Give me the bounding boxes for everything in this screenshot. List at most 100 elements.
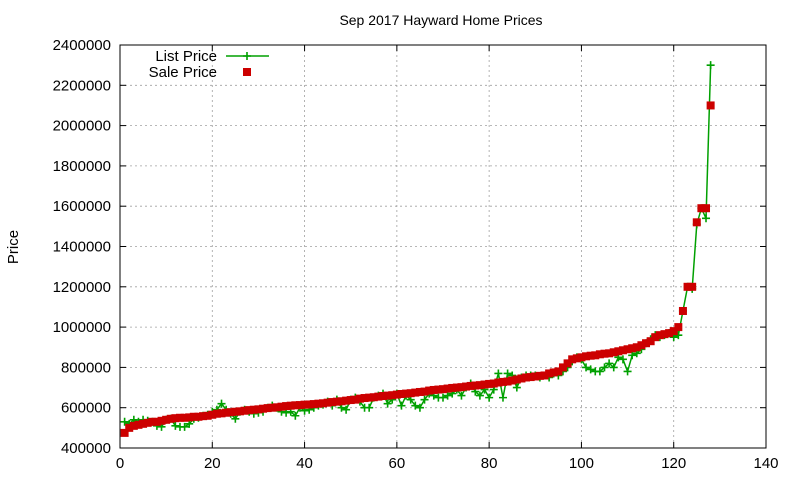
legend-marker-sale-price [243, 68, 251, 76]
sale-price-point [342, 396, 351, 405]
list-price-point [231, 414, 240, 423]
sale-price-point [208, 410, 217, 419]
sale-price-point [254, 405, 263, 414]
sale-price-point [420, 387, 429, 396]
sale-price-point [222, 408, 231, 417]
sale-price-point [411, 388, 420, 397]
sale-price-point [600, 349, 609, 358]
y-tick-label: 1000000 [53, 319, 111, 336]
sale-price-point [494, 378, 503, 387]
list-price-point [457, 391, 466, 400]
list-price-point [582, 363, 591, 372]
sale-price-point [240, 406, 249, 415]
sale-price-point [397, 389, 406, 398]
sale-price-point [392, 390, 401, 399]
x-tick-label: 40 [296, 455, 313, 472]
sale-price-point [189, 412, 198, 421]
sale-price-point [678, 306, 687, 315]
list-price-point [365, 403, 374, 412]
sale-price-point [125, 423, 134, 432]
list-price-point [475, 391, 484, 400]
sale-price-point [439, 385, 447, 394]
list-price-point [397, 401, 406, 410]
sale-price-point [623, 345, 632, 354]
sale-price-point [263, 404, 272, 413]
list-price-point [342, 405, 351, 414]
sale-price-point [212, 409, 221, 418]
axis-ticks: 0 20 40 60 80 100 120 140 400000 600000 800000 1000… [53, 37, 779, 472]
y-tick-label: 1200000 [53, 279, 111, 296]
sale-price-point [148, 417, 157, 426]
y-tick-label: 400000 [61, 440, 111, 457]
sale-price-point [549, 368, 558, 377]
sale-price-point [466, 381, 475, 390]
sale-price-point [323, 398, 332, 407]
sale-price-point [332, 397, 341, 406]
y-axis-label: Price [5, 230, 22, 264]
sale-price-point [360, 394, 369, 403]
sale-price-point [139, 419, 148, 428]
list-price-point [605, 359, 614, 368]
list-price-point [702, 214, 711, 223]
sale-price-point [300, 400, 309, 409]
x-tick-label: 140 [753, 455, 778, 472]
y-tick-label: 1600000 [53, 198, 111, 215]
sale-price-point [217, 409, 226, 418]
chart-title: Sep 2017 Hayward Home Prices [339, 12, 542, 28]
sale-price-point [669, 327, 678, 336]
list-price-point [485, 393, 494, 402]
sale-price-point [535, 371, 544, 380]
sale-price-point [351, 395, 360, 404]
x-tick-label: 60 [389, 455, 406, 472]
sale-price-point [618, 346, 627, 355]
sale-price-point [180, 413, 189, 422]
sale-price-point [706, 101, 715, 110]
sale-price-point [475, 381, 484, 390]
sale-price-point [609, 348, 618, 357]
sale-price-point [272, 403, 281, 412]
sale-price-point [531, 372, 540, 381]
sale-price-point [651, 333, 660, 342]
sale-price-point [282, 402, 291, 411]
list-price-point [443, 391, 452, 400]
y-tick-label: 600000 [61, 400, 111, 417]
sale-price-point [162, 415, 171, 424]
legend-label-list-price: List Price [155, 48, 217, 65]
legend-marker-list-price [243, 52, 251, 60]
list-price-point [217, 399, 226, 408]
sale-price-point [166, 414, 175, 423]
sale-price-point [337, 397, 346, 406]
sale-price-point [286, 401, 295, 410]
sale-price-point [443, 384, 452, 393]
list-price-point [120, 417, 129, 426]
sale-price-point [425, 386, 434, 395]
sale-price-point [171, 414, 180, 423]
sale-price-point [702, 204, 711, 213]
x-tick-label: 120 [661, 455, 686, 472]
sale-price-point [291, 401, 300, 410]
sale-price-point [568, 355, 577, 364]
sale-price-point [415, 387, 424, 396]
sale-price-point [595, 350, 604, 359]
list-price-point [383, 399, 392, 408]
sale-price-point [697, 204, 706, 213]
sale-price-point [503, 377, 512, 386]
sale-price-point [235, 407, 244, 416]
x-tick-label: 0 [116, 455, 124, 472]
sale-price-point [249, 405, 258, 414]
list-price-point [503, 369, 512, 378]
sale-price-point [314, 399, 323, 408]
sale-price-point [157, 416, 166, 425]
sale-price-point [540, 371, 549, 380]
y-tick-label: 2200000 [53, 77, 111, 94]
x-tick-label: 100 [569, 455, 594, 472]
sale-price-point [185, 413, 194, 422]
sale-price-point [517, 374, 526, 383]
sale-price-point [480, 380, 489, 389]
sale-price-point [457, 383, 466, 392]
sale-price-point [692, 218, 701, 227]
sale-price-point [614, 347, 623, 356]
sale-price-point [522, 373, 531, 382]
y-tick-label: 800000 [61, 359, 111, 376]
